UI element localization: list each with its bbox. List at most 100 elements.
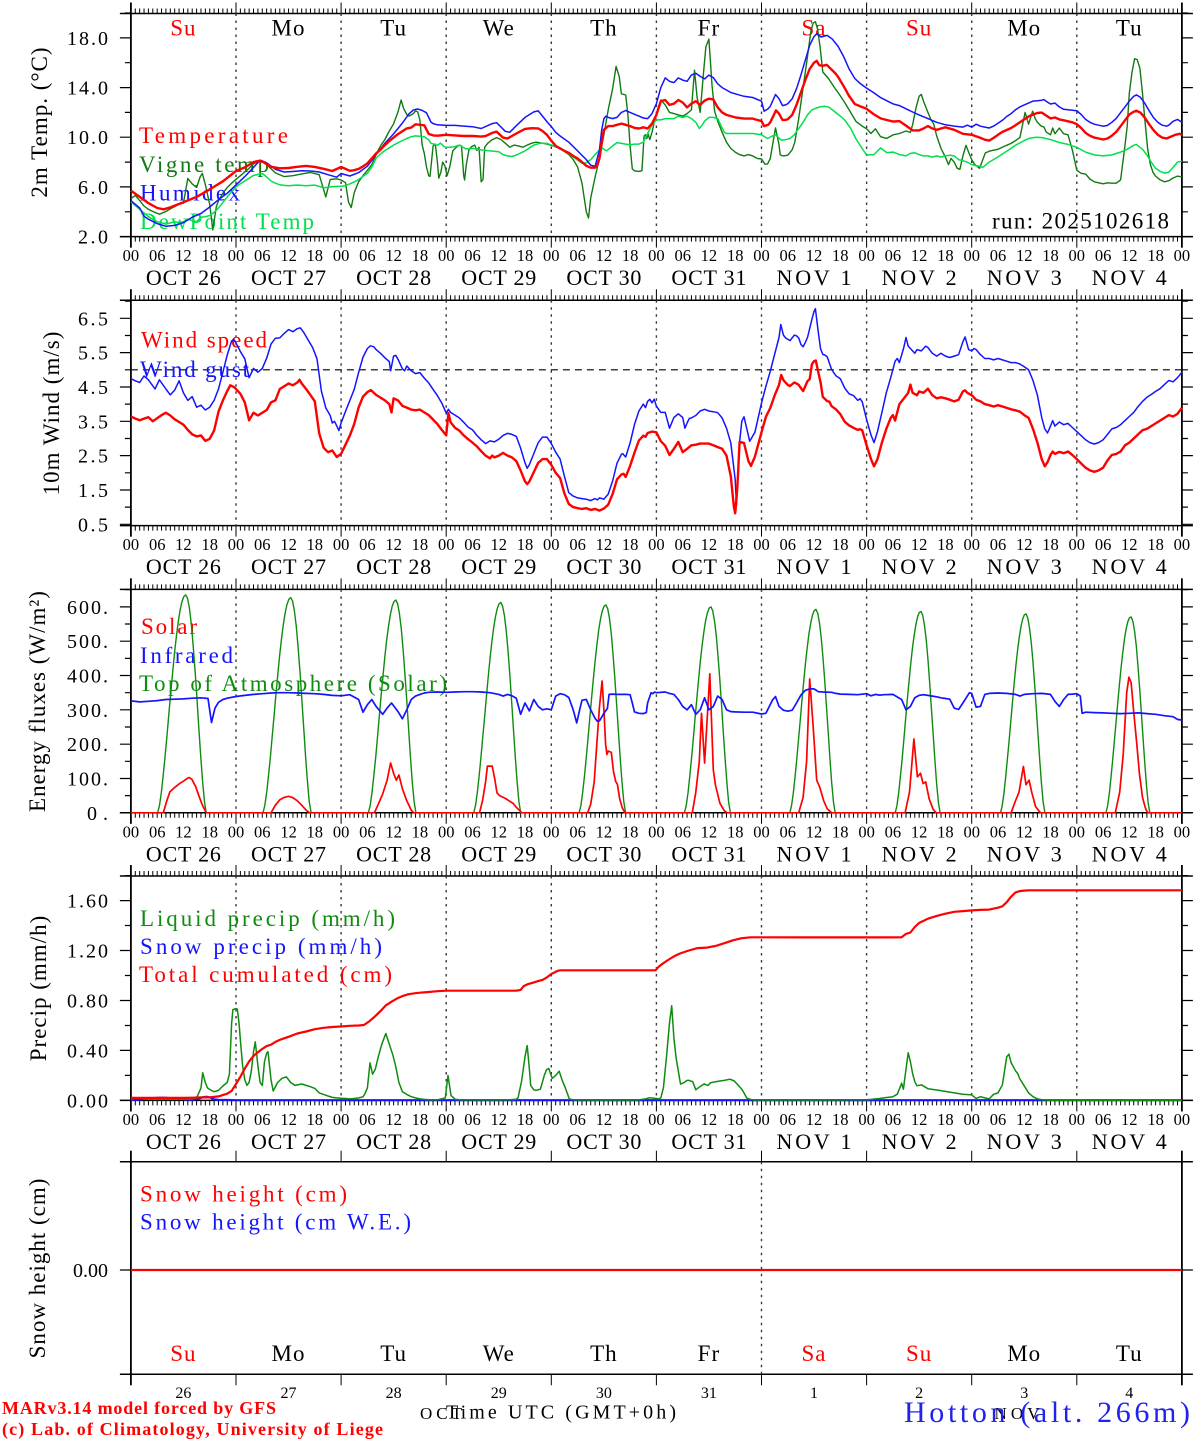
svg-text:OCT 29: OCT 29 [461,265,536,290]
svg-text:NOV 3: NOV 3 [987,265,1062,290]
svg-text:18: 18 [201,822,218,841]
svg-text:06: 06 [1095,246,1112,265]
svg-text:06: 06 [464,535,481,554]
svg-text:1.20: 1.20 [67,941,108,963]
svg-text:OCT 31: OCT 31 [671,1129,746,1154]
svg-text:06: 06 [254,246,271,265]
svg-text:12: 12 [1016,1110,1033,1129]
svg-text:00: 00 [228,246,245,265]
svg-text:12: 12 [1121,822,1138,841]
svg-text:00: 00 [858,822,875,841]
svg-text:06: 06 [569,822,586,841]
svg-text:00: 00 [438,535,455,554]
svg-text:2.5: 2.5 [78,446,108,468]
svg-text:00: 00 [1069,535,1086,554]
svg-text:06: 06 [780,246,797,265]
svg-text:OCT 29: OCT 29 [461,554,536,579]
svg-text:00: 00 [1174,1110,1191,1129]
svg-text:Total cumulated (cm): Total cumulated (cm) [139,962,392,987]
svg-text:OCT 31: OCT 31 [671,554,746,579]
svg-text:DewPoint Temp: DewPoint Temp [140,209,314,234]
svg-text:MARv3.14 model forced by GFS: MARv3.14 model forced by GFS [2,1398,276,1418]
svg-text:OCT 26: OCT 26 [146,554,221,579]
svg-text:14.0: 14.0 [67,78,108,100]
svg-text:NOV 1: NOV 1 [777,1129,852,1154]
svg-text:00: 00 [753,1110,770,1129]
svg-text:Mo: Mo [272,1341,306,1366]
svg-text:Wind speed: Wind speed [141,328,268,353]
svg-text:31: 31 [701,1385,717,1402]
svg-text:00: 00 [648,535,665,554]
svg-text:18: 18 [517,246,534,265]
svg-text:00: 00 [543,1110,560,1129]
svg-text:18: 18 [622,246,639,265]
svg-text:27: 27 [281,1385,297,1402]
svg-text:18: 18 [1147,246,1164,265]
svg-text:06: 06 [780,1110,797,1129]
svg-text:18: 18 [1042,246,1059,265]
svg-text:Mo: Mo [272,16,306,41]
svg-text:18: 18 [727,246,744,265]
svg-text:OCT 29: OCT 29 [461,841,536,866]
svg-text:12: 12 [1016,535,1033,554]
svg-text:10.0: 10.0 [67,127,108,149]
svg-text:06: 06 [674,246,691,265]
svg-text:06: 06 [149,535,166,554]
svg-text:2.0: 2.0 [78,227,108,249]
svg-text:00: 00 [123,822,140,841]
svg-text:06: 06 [780,535,797,554]
svg-text:Snow height (cm): Snow height (cm) [25,1178,50,1359]
svg-text:12: 12 [491,246,508,265]
svg-text:00: 00 [648,1110,665,1129]
svg-text:18: 18 [307,822,324,841]
svg-text:06: 06 [1095,822,1112,841]
svg-text:06: 06 [569,246,586,265]
svg-text:00: 00 [228,822,245,841]
svg-text:OCT 30: OCT 30 [566,841,641,866]
svg-text:Humidex: Humidex [140,181,241,206]
svg-text:12: 12 [280,246,297,265]
svg-text:06: 06 [254,535,271,554]
svg-text:12: 12 [280,535,297,554]
svg-text:18: 18 [517,535,534,554]
svg-text:NOV 2: NOV 2 [882,1129,957,1154]
svg-text:OCT 30: OCT 30 [566,265,641,290]
svg-text:00: 00 [753,822,770,841]
svg-text:Fr: Fr [698,1341,720,1366]
svg-text:1.5: 1.5 [78,480,108,502]
svg-text:Fr: Fr [698,16,720,41]
svg-text:18: 18 [307,535,324,554]
svg-text:OCT 28: OCT 28 [356,265,431,290]
svg-text:Time UTC (GMT+0h): Time UTC (GMT+0h) [446,1402,676,1424]
svg-text:18: 18 [622,822,639,841]
svg-text:00: 00 [438,822,455,841]
svg-text:06: 06 [990,246,1007,265]
svg-text:18: 18 [201,1110,218,1129]
svg-text:1.60: 1.60 [67,891,108,913]
svg-text:NOV 3: NOV 3 [987,554,1062,579]
svg-text:18: 18 [937,535,954,554]
svg-text:OCT 26: OCT 26 [146,841,221,866]
svg-text:We: We [483,1341,515,1366]
svg-text:18: 18 [412,535,429,554]
svg-text:00: 00 [753,535,770,554]
svg-text:12: 12 [701,535,718,554]
svg-text:12: 12 [806,246,823,265]
svg-text:06: 06 [359,1110,376,1129]
svg-text:18: 18 [412,246,429,265]
svg-text:run: 2025102618: run: 2025102618 [992,209,1169,234]
svg-text:12: 12 [175,822,192,841]
svg-text:00: 00 [1174,246,1191,265]
svg-text:12: 12 [596,246,613,265]
svg-text:18: 18 [727,535,744,554]
svg-text:06: 06 [885,1110,902,1129]
svg-text:18: 18 [307,246,324,265]
svg-text:18: 18 [937,1110,954,1129]
svg-text:0.5: 0.5 [78,514,108,536]
svg-text:0.00: 0.00 [67,1090,108,1112]
svg-text:00: 00 [963,822,980,841]
svg-text:(c) Lab. of Climatology, Unive: (c) Lab. of Climatology, University of L… [2,1419,383,1440]
svg-text:00: 00 [858,1110,875,1129]
svg-text:Vigne temp: Vigne temp [139,152,269,177]
svg-text:3: 3 [1020,1385,1028,1402]
